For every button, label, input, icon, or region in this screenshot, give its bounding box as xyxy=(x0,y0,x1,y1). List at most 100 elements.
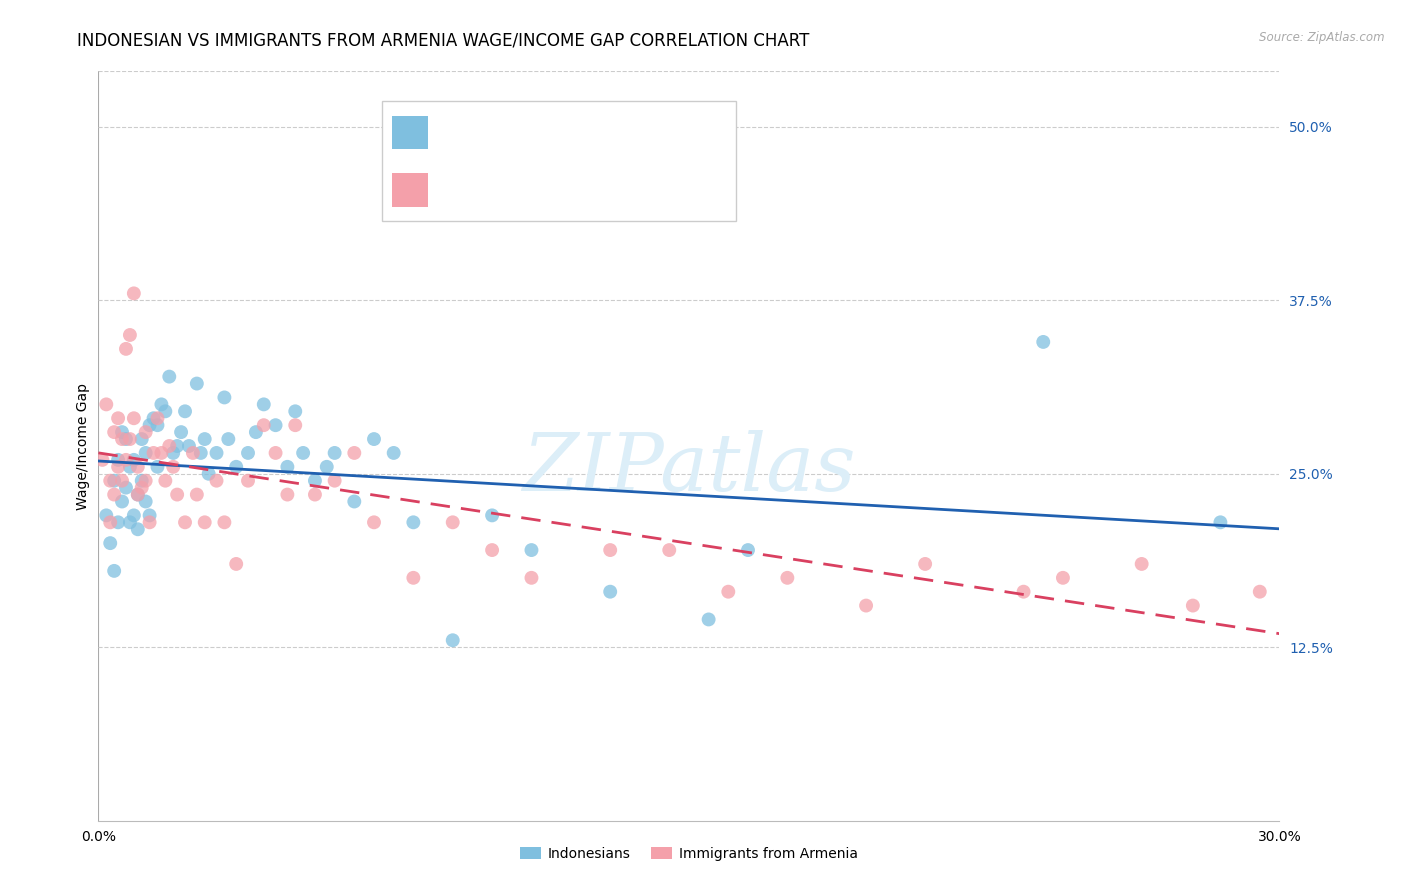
Point xyxy=(111,494,134,508)
Point xyxy=(264,446,287,460)
Point xyxy=(284,418,307,433)
Point xyxy=(98,474,121,488)
Point xyxy=(122,411,145,425)
Point xyxy=(107,411,129,425)
Point xyxy=(697,612,720,626)
Point xyxy=(441,516,464,530)
Point xyxy=(253,418,276,433)
Point xyxy=(131,481,153,495)
Point xyxy=(343,446,366,460)
Point xyxy=(1181,599,1204,613)
Point xyxy=(115,432,138,446)
Point xyxy=(127,487,149,501)
Point xyxy=(138,516,160,530)
Point xyxy=(855,599,877,613)
Point xyxy=(142,411,165,425)
Point xyxy=(236,446,259,460)
Point xyxy=(103,487,125,501)
Point xyxy=(1130,557,1153,571)
Point xyxy=(225,459,247,474)
Point xyxy=(150,446,173,460)
Point xyxy=(162,459,184,474)
Point xyxy=(245,425,267,439)
Point xyxy=(217,432,239,446)
Point xyxy=(214,391,236,405)
Point xyxy=(194,516,217,530)
Point xyxy=(155,404,177,418)
Point xyxy=(174,404,197,418)
Point xyxy=(138,418,160,433)
Point xyxy=(135,425,157,439)
Text: ZIPatlas: ZIPatlas xyxy=(522,430,856,508)
Point xyxy=(186,487,208,501)
Point xyxy=(190,446,212,460)
Point xyxy=(115,481,138,495)
Point xyxy=(142,446,165,460)
Point xyxy=(131,474,153,488)
Point xyxy=(276,487,298,501)
Point xyxy=(131,432,153,446)
Point xyxy=(103,425,125,439)
Point xyxy=(323,446,346,460)
Point xyxy=(214,516,236,530)
Point xyxy=(91,453,114,467)
Legend: Indonesians, Immigrants from Armenia: Indonesians, Immigrants from Armenia xyxy=(515,841,863,866)
Point xyxy=(155,474,177,488)
Point xyxy=(205,446,228,460)
Point xyxy=(122,508,145,523)
Point xyxy=(118,459,141,474)
Point xyxy=(1249,584,1271,599)
Point xyxy=(135,494,157,508)
Point xyxy=(118,328,141,343)
Point xyxy=(103,564,125,578)
Point xyxy=(111,425,134,439)
Point xyxy=(138,508,160,523)
Point xyxy=(98,536,121,550)
Point xyxy=(127,522,149,536)
Point xyxy=(658,543,681,558)
Point xyxy=(737,543,759,558)
Point xyxy=(402,516,425,530)
Point xyxy=(717,584,740,599)
Point xyxy=(118,516,141,530)
Point xyxy=(96,397,118,411)
Point xyxy=(127,459,149,474)
Point xyxy=(122,453,145,467)
Point xyxy=(599,543,621,558)
Point xyxy=(135,446,157,460)
Point xyxy=(315,459,337,474)
Point xyxy=(481,508,503,523)
Point xyxy=(284,404,307,418)
Point xyxy=(292,446,315,460)
Point xyxy=(146,418,169,433)
Point xyxy=(115,453,138,467)
Y-axis label: Wage/Income Gap: Wage/Income Gap xyxy=(76,383,90,509)
Point xyxy=(205,474,228,488)
Point xyxy=(186,376,208,391)
Point xyxy=(115,342,138,356)
Point xyxy=(107,459,129,474)
Point xyxy=(236,474,259,488)
Point xyxy=(96,508,118,523)
Point xyxy=(166,487,188,501)
Point xyxy=(343,494,366,508)
Point xyxy=(194,432,217,446)
Point xyxy=(177,439,200,453)
Point xyxy=(1052,571,1074,585)
Point xyxy=(776,571,799,585)
Point xyxy=(253,397,276,411)
Point xyxy=(276,459,298,474)
Point xyxy=(304,474,326,488)
Point xyxy=(225,557,247,571)
Point xyxy=(1012,584,1035,599)
Point xyxy=(520,543,543,558)
Point xyxy=(304,487,326,501)
Point xyxy=(181,446,204,460)
Point xyxy=(520,571,543,585)
Point xyxy=(107,453,129,467)
Point xyxy=(1032,334,1054,349)
Point xyxy=(363,432,385,446)
Point xyxy=(162,446,184,460)
Point xyxy=(118,432,141,446)
Point xyxy=(363,516,385,530)
